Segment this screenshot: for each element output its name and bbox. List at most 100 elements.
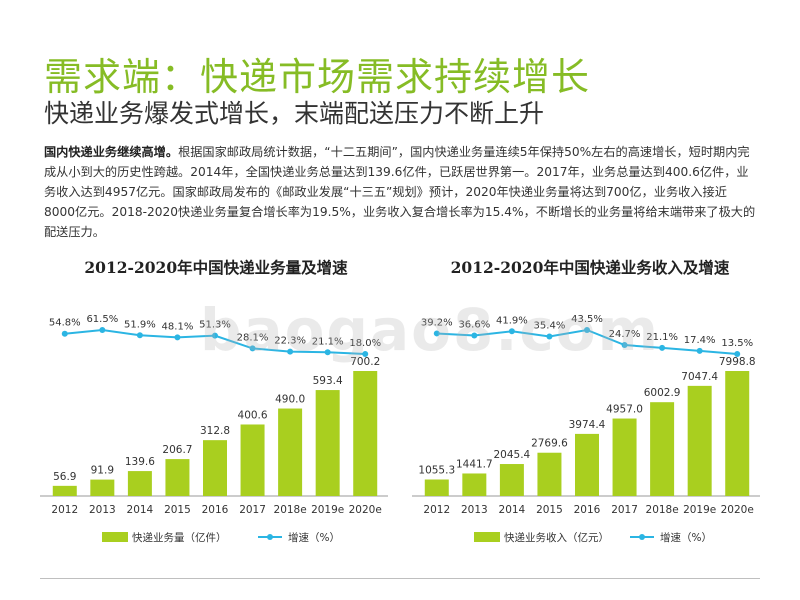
legend-bar-swatch	[474, 532, 500, 542]
legend-line-label: 增速（%）	[288, 531, 340, 544]
bar-2012	[424, 479, 449, 496]
growth-point-2015	[174, 334, 181, 341]
bar-2015	[537, 452, 562, 496]
x-tick-2017: 2017	[611, 504, 638, 516]
growth-point-2013	[471, 332, 478, 339]
growth-label-2020e: 18.0%	[349, 338, 381, 349]
growth-label-2017: 28.1%	[237, 332, 269, 343]
growth-point-2015	[546, 333, 553, 340]
legend-line-marker	[639, 534, 645, 540]
legend-bar-label: 快递业务量（亿件）	[132, 531, 227, 544]
growth-label-2013: 36.6%	[458, 320, 490, 331]
bar-2019e	[315, 390, 340, 496]
bar-label-2018e: 6002.9	[644, 387, 681, 399]
growth-point-2012	[61, 330, 68, 337]
x-tick-2014: 2014	[127, 504, 154, 516]
x-tick-2020e: 2020e	[721, 504, 754, 516]
growth-label-2018e: 21.1%	[646, 332, 678, 343]
legend-bar-swatch	[102, 532, 128, 542]
bar-label-2018e: 490.0	[275, 394, 305, 406]
bar-label-2013: 1441.7	[456, 458, 493, 470]
growth-label-2016: 51.3%	[199, 320, 231, 331]
x-tick-2013: 2013	[461, 504, 488, 516]
growth-point-2014	[136, 332, 143, 339]
growth-point-2020e	[362, 351, 369, 357]
growth-label-2015: 48.1%	[162, 321, 194, 332]
bar-label-2019e: 593.4	[313, 375, 343, 387]
x-tick-2014: 2014	[499, 504, 526, 516]
bar-2018e	[650, 402, 675, 496]
bar-2020e	[725, 371, 750, 496]
bar-2012	[52, 485, 77, 496]
growth-label-2019e: 17.4%	[684, 335, 716, 346]
bar-label-2014: 139.6	[125, 456, 155, 468]
intro-paragraph: 国内快递业务继续高增。根据国家邮政局统计数据，“十二五期间”，国内快递业务量连续…	[44, 142, 760, 242]
bar-2013	[90, 479, 115, 496]
growth-label-2020e: 13.5%	[721, 338, 753, 349]
legend-line-marker	[267, 534, 273, 540]
intro-body: 根据国家邮政局统计数据，“十二五期间”，国内快递业务量连续5年保持50%左右的高…	[44, 145, 756, 239]
growth-point-2018e	[659, 344, 666, 351]
growth-point-2017	[249, 345, 256, 352]
bar-label-2019e: 7047.4	[681, 371, 718, 383]
bar-2017	[612, 418, 637, 496]
bar-label-2013: 91.9	[91, 465, 114, 477]
growth-point-2012	[433, 330, 440, 337]
x-tick-2016: 2016	[574, 504, 601, 516]
page-title: 需求端：快递市场需求持续增长	[44, 55, 591, 99]
bar-label-2016: 3974.4	[569, 419, 606, 431]
growth-point-2019e	[696, 347, 703, 354]
x-tick-2020e: 2020e	[349, 504, 382, 516]
growth-label-2019e: 21.1%	[312, 336, 344, 347]
growth-label-2016: 43.5%	[571, 314, 603, 325]
x-tick-2018e: 2018e	[646, 504, 679, 516]
x-tick-2012: 2012	[51, 504, 78, 516]
growth-label-2013: 61.5%	[86, 314, 118, 325]
x-tick-2019e: 2019e	[311, 504, 344, 516]
growth-label-2014: 51.9%	[124, 319, 156, 330]
bar-2014	[127, 471, 152, 496]
growth-point-2013	[99, 327, 106, 333]
growth-point-2017	[621, 342, 628, 349]
x-tick-2017: 2017	[239, 504, 266, 516]
growth-point-2018e	[287, 348, 294, 355]
growth-point-2020e	[734, 351, 741, 357]
bar-2017	[240, 424, 265, 496]
growth-point-2014	[508, 328, 515, 335]
bar-2014	[499, 464, 524, 496]
chart-revenue: 1055.3 2012 1441.7 2013 2045.4 2014 2769.6 2015…	[412, 314, 760, 544]
bar-2015	[165, 459, 190, 496]
growth-point-2019e	[324, 349, 331, 356]
bar-label-2015: 206.7	[162, 444, 192, 456]
bar-2016	[203, 440, 227, 496]
bar-label-2017: 4957.0	[606, 404, 643, 416]
growth-label-2014: 41.9%	[496, 315, 528, 326]
bar-2016	[575, 433, 599, 496]
bar-label-2012: 1055.3	[418, 465, 455, 477]
chart-title-revenue: 2012-2020年中国快递业务收入及增速	[450, 258, 730, 277]
growth-point-2016	[584, 327, 590, 333]
x-tick-2019e: 2019e	[683, 504, 716, 516]
bar-2019e	[687, 385, 712, 496]
growth-label-2017: 24.7%	[609, 329, 641, 340]
bottom-divider	[40, 578, 760, 579]
chart-title-volume: 2012-2020年中国快递业务量及增速	[84, 258, 348, 277]
growth-label-2012: 39.2%	[421, 317, 453, 328]
page-subtitle: 快递业务爆发式增长，末端配送压力不断上升	[44, 99, 545, 128]
growth-label-2018e: 22.3%	[274, 336, 306, 347]
bar-label-2020e: 7998.8	[719, 356, 756, 368]
x-tick-2015: 2015	[164, 504, 191, 516]
legend-line-label: 增速（%）	[660, 531, 712, 544]
growth-label-2015: 35.4%	[534, 320, 566, 331]
x-tick-2013: 2013	[89, 504, 116, 516]
x-tick-2018e: 2018e	[274, 504, 307, 516]
x-tick-2016: 2016	[202, 504, 229, 516]
bar-label-2012: 56.9	[53, 471, 76, 483]
growth-point-2016	[212, 332, 218, 339]
bar-label-2020e: 700.2	[350, 356, 380, 368]
x-tick-2015: 2015	[536, 504, 563, 516]
bar-label-2014: 2045.4	[494, 449, 531, 461]
bar-2013	[462, 473, 487, 496]
growth-label-2012: 54.8%	[49, 318, 81, 329]
bar-2018e	[278, 408, 303, 496]
